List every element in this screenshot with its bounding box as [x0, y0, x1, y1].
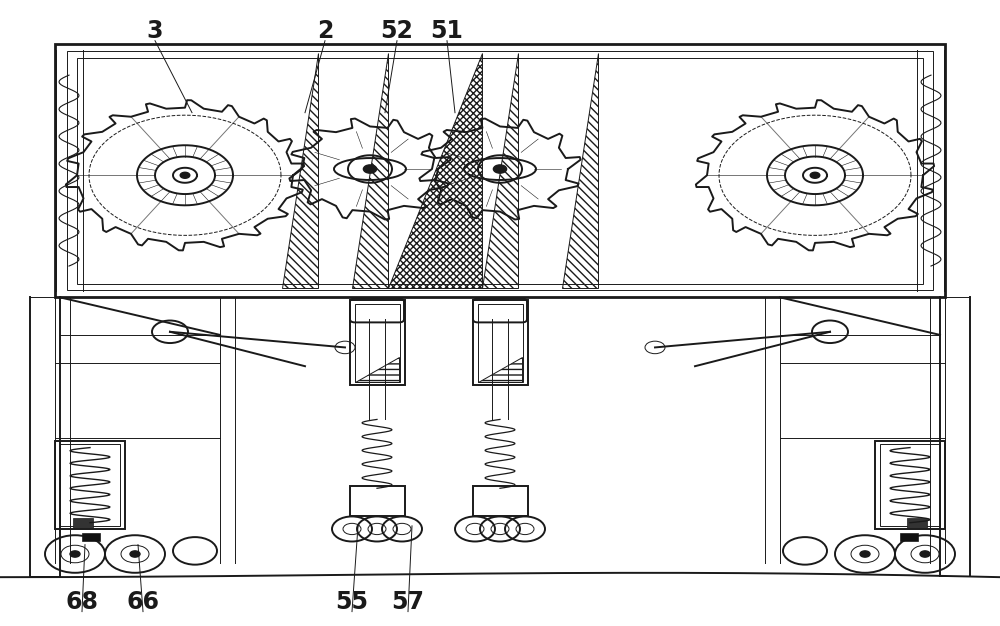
- Bar: [77, 58, 923, 284]
- Bar: [60, 444, 120, 526]
- Bar: [875, 441, 945, 529]
- Circle shape: [363, 165, 377, 173]
- Text: 3: 3: [147, 19, 163, 43]
- Circle shape: [860, 551, 870, 557]
- Bar: [354, 304, 400, 382]
- Circle shape: [180, 172, 190, 178]
- Circle shape: [130, 551, 140, 557]
- Bar: [55, 44, 945, 297]
- Bar: [73, 518, 93, 528]
- Circle shape: [493, 165, 507, 173]
- Text: 2: 2: [317, 19, 333, 43]
- Bar: [82, 533, 100, 541]
- Circle shape: [70, 551, 80, 557]
- Text: 68: 68: [66, 590, 98, 614]
- Bar: [907, 518, 927, 528]
- Text: 66: 66: [126, 590, 160, 614]
- Bar: [350, 486, 404, 516]
- Bar: [67, 51, 933, 290]
- Bar: [473, 486, 528, 516]
- Text: 57: 57: [392, 590, 424, 614]
- Bar: [473, 300, 528, 385]
- Circle shape: [920, 551, 930, 557]
- Text: 52: 52: [381, 19, 413, 43]
- Bar: [478, 304, 522, 382]
- Bar: [900, 533, 918, 541]
- Text: 51: 51: [431, 19, 463, 43]
- Bar: [55, 441, 125, 529]
- Circle shape: [810, 172, 820, 178]
- Bar: [880, 444, 940, 526]
- Text: 55: 55: [336, 590, 368, 614]
- Bar: [350, 300, 404, 385]
